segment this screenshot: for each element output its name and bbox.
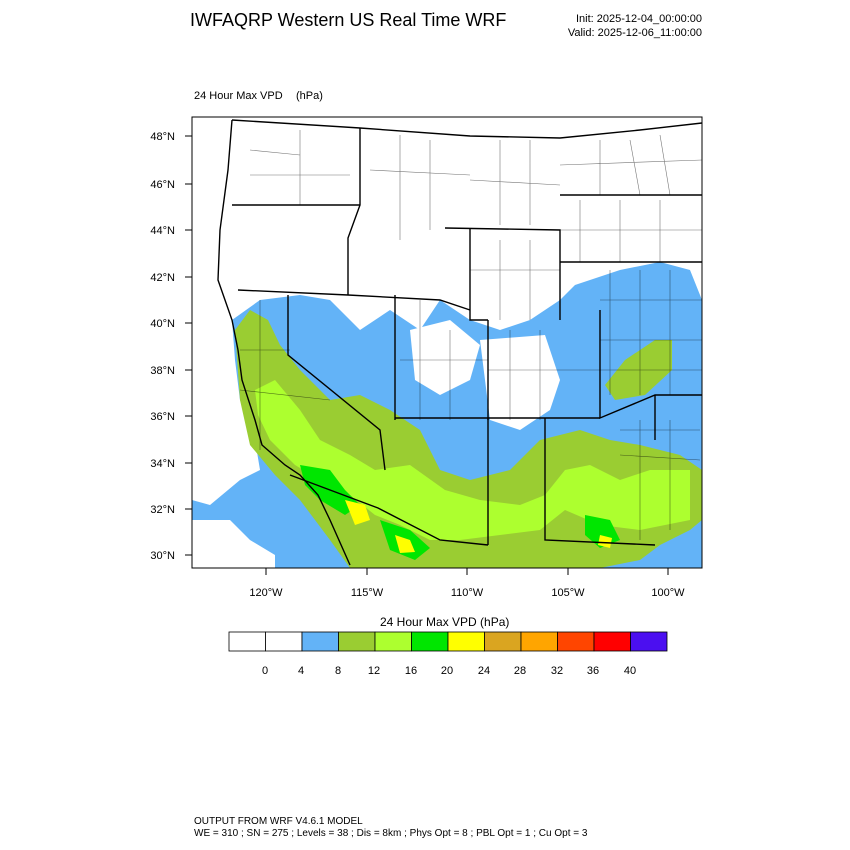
colorbar-swatch xyxy=(447,631,485,652)
lat-label: 30°N xyxy=(150,550,175,562)
colorbar-swatch xyxy=(630,631,668,652)
field-units: (hPa) xyxy=(296,90,323,102)
footer-config: WE = 310 ; SN = 275 ; Levels = 38 ; Dis … xyxy=(194,828,588,839)
colorbar-tick-label: 32 xyxy=(551,665,563,677)
longitude-axis: 120°W 115°W 110°W 105°W 100°W xyxy=(249,587,685,599)
colorbar-tick-label: 40 xyxy=(624,665,636,677)
lat-label: 42°N xyxy=(150,272,175,284)
colorbar-tick-label: 36 xyxy=(587,665,599,677)
colorbar-swatch xyxy=(301,631,339,652)
map-fill-layer xyxy=(192,117,702,568)
latitude-axis: 30°N 32°N 34°N 36°N 38°N 40°N 42°N 44°N … xyxy=(150,131,175,562)
county-boundaries xyxy=(239,130,702,540)
colorbar-tick-label: 20 xyxy=(441,665,453,677)
lat-label: 48°N xyxy=(150,131,175,143)
colorbar-swatch xyxy=(338,631,376,652)
colorbar-swatch xyxy=(265,631,303,652)
lon-label: 105°W xyxy=(551,587,585,599)
colorbar-tick-label: 24 xyxy=(478,665,490,677)
lat-label: 34°N xyxy=(150,458,175,470)
lon-label: 120°W xyxy=(249,587,283,599)
colorbar-tick-label: 12 xyxy=(368,665,380,677)
colorbar-swatch xyxy=(411,631,449,652)
colorbar-tick-label: 8 xyxy=(335,665,341,677)
colorbar-swatch xyxy=(593,631,631,652)
colorbar-swatch xyxy=(520,631,558,652)
lon-label: 115°W xyxy=(351,587,384,599)
colorbar-title: 24 Hour Max VPD (hPa) xyxy=(380,615,510,629)
lon-label: 100°W xyxy=(651,587,685,599)
lat-label: 38°N xyxy=(150,365,175,377)
colorbar xyxy=(228,631,668,652)
colorbar-tick-label: 28 xyxy=(514,665,526,677)
colorbar-swatch xyxy=(228,631,266,652)
lon-label: 110°W xyxy=(451,587,484,599)
lat-label: 40°N xyxy=(150,318,175,330)
colorbar-swatch xyxy=(557,631,595,652)
colorbar-tick-label: 4 xyxy=(298,665,304,677)
lat-label: 32°N xyxy=(150,504,175,516)
plot-title: IWFAQRP Western US Real Time WRF xyxy=(190,10,507,30)
colorbar-tick-label: 16 xyxy=(405,665,417,677)
colorbar-ticks: 0 4 8 12 16 20 24 28 32 36 40 xyxy=(262,665,636,677)
colorbar-swatch xyxy=(484,631,522,652)
valid-time: Valid: 2025-12-06_11:00:00 xyxy=(567,27,702,39)
lat-label: 36°N xyxy=(150,411,175,423)
map-frame xyxy=(191,116,703,569)
field-label: 24 Hour Max VPD xyxy=(194,90,283,102)
coastline xyxy=(217,119,351,566)
lat-label: 44°N xyxy=(150,225,175,237)
init-time: Init: 2025-12-04_00:00:00 xyxy=(576,13,702,25)
colorbar-tick-label: 0 xyxy=(262,665,268,677)
colorbar-swatch xyxy=(374,631,412,652)
lat-label: 46°N xyxy=(150,179,175,191)
footer-model: OUTPUT FROM WRF V4.6.1 MODEL xyxy=(194,816,363,827)
state-boundaries xyxy=(231,119,702,546)
